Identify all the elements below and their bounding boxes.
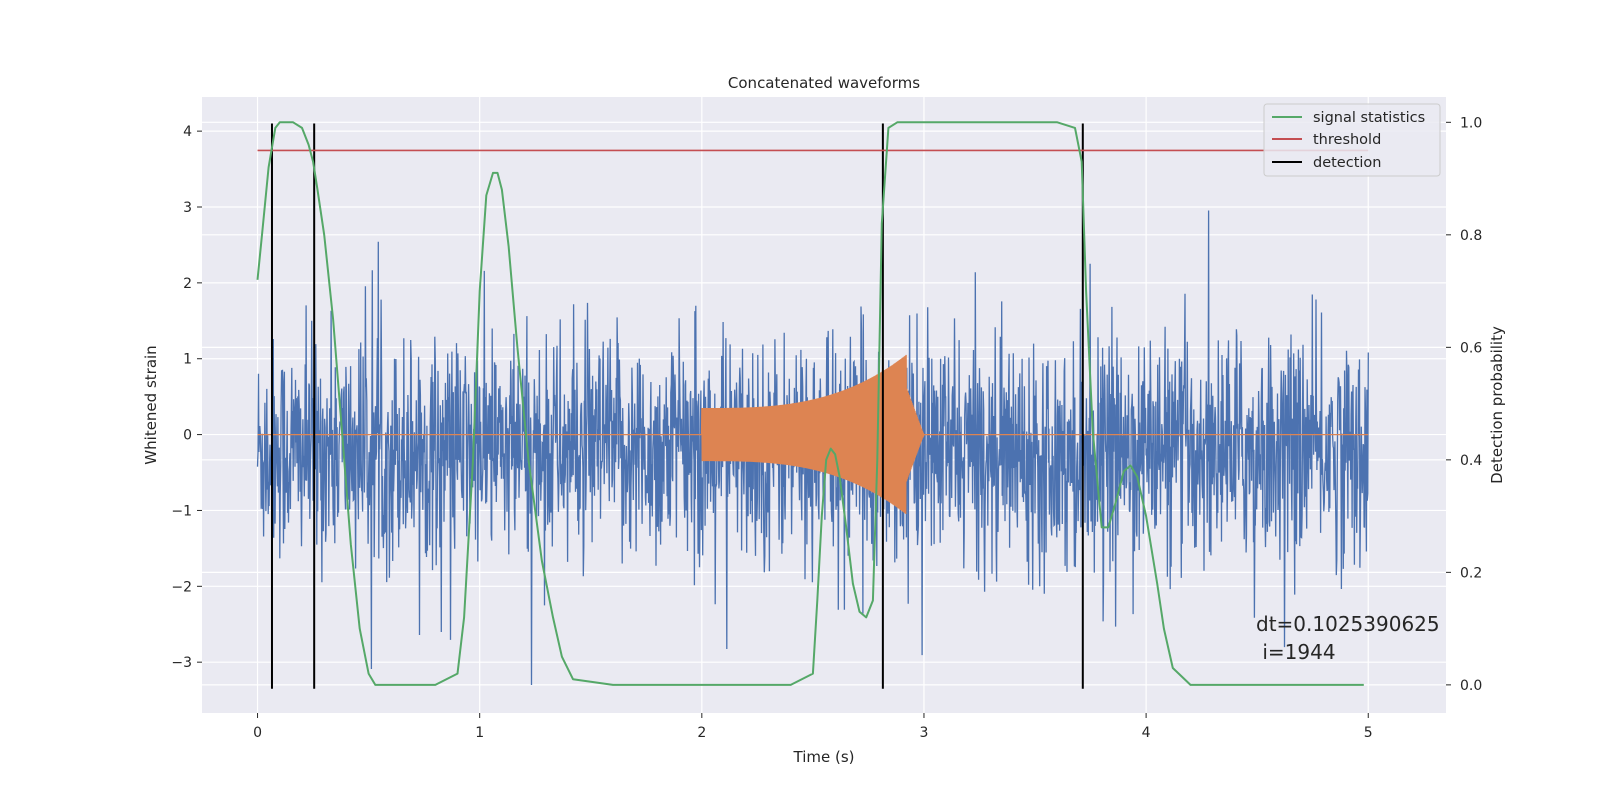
- legend-label-threshold: threshold: [1313, 132, 1381, 148]
- legend-label-signal-statistics: signal statistics: [1313, 110, 1425, 126]
- y-axis-right-label: Detection probability: [1488, 326, 1506, 484]
- y-left-tick-label: −1: [171, 503, 192, 519]
- annotation-line-1: dt=0.1025390625: [1256, 612, 1440, 636]
- y-right-tick-label: 0.2: [1460, 565, 1482, 581]
- x-tick-label: 4: [1142, 725, 1151, 741]
- y-right-tick-label: 1.0: [1460, 115, 1482, 131]
- x-tick-label: 3: [920, 725, 929, 741]
- y-left-tick-label: 1: [183, 352, 192, 368]
- legend-box: [1263, 103, 1441, 177]
- signal-statistics-line: [256, 121, 1364, 686]
- x-tick-label: 2: [697, 725, 706, 741]
- annotation: dt=0.1025390625 i=1944: [1256, 612, 1440, 664]
- y-right-tick-label: 0.6: [1460, 340, 1482, 356]
- y-left-tick-label: 2: [183, 276, 192, 292]
- x-tick-label: 5: [1364, 725, 1373, 741]
- y-axis-left-label: Whitened strain: [142, 345, 160, 464]
- y-right-tick-label: 0.8: [1460, 228, 1482, 244]
- legend-label-detection: detection: [1313, 155, 1381, 171]
- ticks: 0 1 2 3 4 5 −3 −2 −1 0 1 2 3 4 0.0 0.2 0.4 0.6 0.8 1.0: [171, 115, 1482, 741]
- y-left-tick-label: 3: [183, 200, 192, 216]
- x-tick-label: 1: [475, 725, 484, 741]
- x-axis-label: Time (s): [793, 748, 855, 766]
- y-left-tick-label: −2: [171, 579, 192, 595]
- x-tick-label: 0: [253, 725, 262, 741]
- y-right-tick-label: 0.0: [1460, 678, 1482, 694]
- data-layer: [256, 121, 1369, 689]
- chart-title: Concatenated waveforms: [728, 74, 920, 92]
- y-left-tick-label: −3: [171, 655, 192, 671]
- chirp-series-line: [257, 354, 1369, 515]
- y-right-tick-label: 0.4: [1460, 453, 1482, 469]
- legend: signal statistics threshold detection: [1263, 103, 1441, 177]
- annotation-line-2: i=1944: [1256, 640, 1336, 664]
- y-left-tick-label: 0: [183, 428, 192, 444]
- y-left-tick-label: 4: [183, 124, 192, 140]
